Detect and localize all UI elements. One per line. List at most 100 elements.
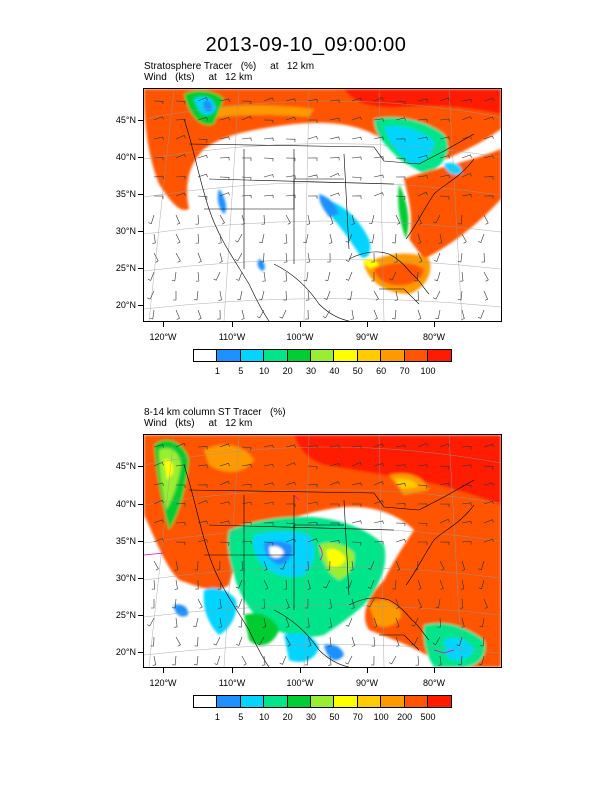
wind-barb <box>263 157 274 162</box>
wind-barb <box>483 176 494 180</box>
wind-barb <box>151 579 156 590</box>
wind-barb <box>175 192 186 197</box>
wind-barb <box>483 538 494 543</box>
wind-barb <box>417 191 428 197</box>
wind-barb <box>373 520 384 524</box>
wind-barb <box>351 116 362 121</box>
wind-barb <box>175 442 186 448</box>
wind-barb <box>351 462 362 467</box>
wind-barb <box>153 444 164 448</box>
bottom-lon-tick-90 <box>367 668 368 673</box>
wind-barb <box>351 176 362 181</box>
wind-barb <box>347 290 353 301</box>
wind-barb <box>219 462 230 467</box>
top-colorbar-label-4: 30 <box>305 366 316 376</box>
wind-barb <box>417 579 422 590</box>
wind-barb <box>418 541 428 545</box>
top-lon-label-100: 100°W <box>286 332 314 342</box>
wind-barb <box>241 655 247 666</box>
wind-barb <box>460 579 465 590</box>
top-colorbar <box>193 349 453 362</box>
wind-barb <box>457 290 463 301</box>
top-colorbar-label-9: 100 <box>420 366 436 376</box>
wind-barb <box>395 617 400 628</box>
wind-barb <box>195 233 200 244</box>
wind-barb <box>483 598 488 609</box>
wind-barb <box>153 519 164 524</box>
wind-barb <box>263 579 269 590</box>
wind-barb <box>175 541 186 546</box>
wind-barb <box>414 560 419 571</box>
wind-barb <box>329 192 340 197</box>
wind-barb <box>369 233 375 244</box>
wind-barb <box>373 443 384 448</box>
wind-barb <box>175 636 181 647</box>
wind-barb <box>304 655 309 666</box>
wind-barb <box>433 252 441 262</box>
bottom-colorbar-box-6 <box>334 696 358 707</box>
top-tracer-field <box>144 89 501 294</box>
wind-barb <box>329 463 340 467</box>
wind-barb <box>153 156 164 161</box>
wind-barb <box>483 271 489 282</box>
wind-barb <box>373 481 384 486</box>
wind-barb <box>439 174 450 179</box>
wind-barb <box>195 214 199 225</box>
wind-barb <box>175 119 186 123</box>
bottom-lon-label-90: 90°W <box>355 678 379 688</box>
wind-barb <box>437 617 442 628</box>
wind-barb <box>241 540 252 545</box>
wind-barb <box>153 136 164 140</box>
wind-barb <box>263 444 274 449</box>
wind-barb <box>373 97 384 102</box>
bottom-lon-label-110: 110°W <box>218 678 246 688</box>
wind-barb <box>373 617 378 628</box>
wind-barb <box>153 482 164 487</box>
wind-barb <box>459 598 464 609</box>
wind-barb <box>388 655 397 665</box>
wind-barb <box>197 598 203 609</box>
top-lat-label-25: 25°N <box>115 263 136 273</box>
wind-barb <box>303 233 309 244</box>
bottom-colorbar-box-5 <box>310 696 335 707</box>
wind-barb <box>414 271 419 282</box>
bottom-lat-label-45: 45°N <box>115 461 136 471</box>
wind-barb <box>175 464 186 468</box>
wind-barb <box>477 233 485 243</box>
wind-barb <box>263 560 268 571</box>
wind-barb <box>175 233 181 244</box>
top-lon-tick-80 <box>434 322 435 327</box>
top-panel-label-line1: Stratosphere Tracer (%) at 12 km <box>144 61 315 72</box>
wind-barb <box>305 560 309 571</box>
wind-barb <box>329 117 340 122</box>
top-lat-tick-35 <box>138 194 143 195</box>
wind-barb <box>483 98 494 102</box>
bottom-map-outlines <box>183 464 475 667</box>
wind-barb <box>173 291 177 301</box>
wind-barb <box>197 500 208 505</box>
wind-barb <box>478 655 485 666</box>
wind-barb <box>218 290 222 301</box>
wind-barb <box>172 598 177 609</box>
top-colorbar-label-6: 50 <box>352 366 363 376</box>
bottom-lat-label-40: 40°N <box>115 499 136 509</box>
bottom-wind-barbs <box>147 442 494 666</box>
wind-barb <box>197 464 208 468</box>
wind-barb <box>197 520 208 524</box>
wind-barb <box>395 636 400 647</box>
wind-barb <box>417 155 428 159</box>
wind-barb <box>392 579 397 590</box>
wind-barb <box>389 271 397 281</box>
wind-barb <box>417 214 422 225</box>
bottom-lat-tick-25 <box>138 615 143 616</box>
top-colorbar-box-8 <box>381 350 405 361</box>
wind-barb <box>285 462 296 467</box>
bottom-colorbar-box-8 <box>381 696 405 707</box>
wind-barb <box>219 214 225 225</box>
top-colorbar-label-3: 20 <box>282 366 293 376</box>
wind-barb <box>213 271 221 281</box>
top-colorbar-label-1: 5 <box>238 366 244 376</box>
wind-barb <box>307 99 318 103</box>
wind-barb <box>351 541 362 546</box>
wind-barb <box>197 97 208 102</box>
